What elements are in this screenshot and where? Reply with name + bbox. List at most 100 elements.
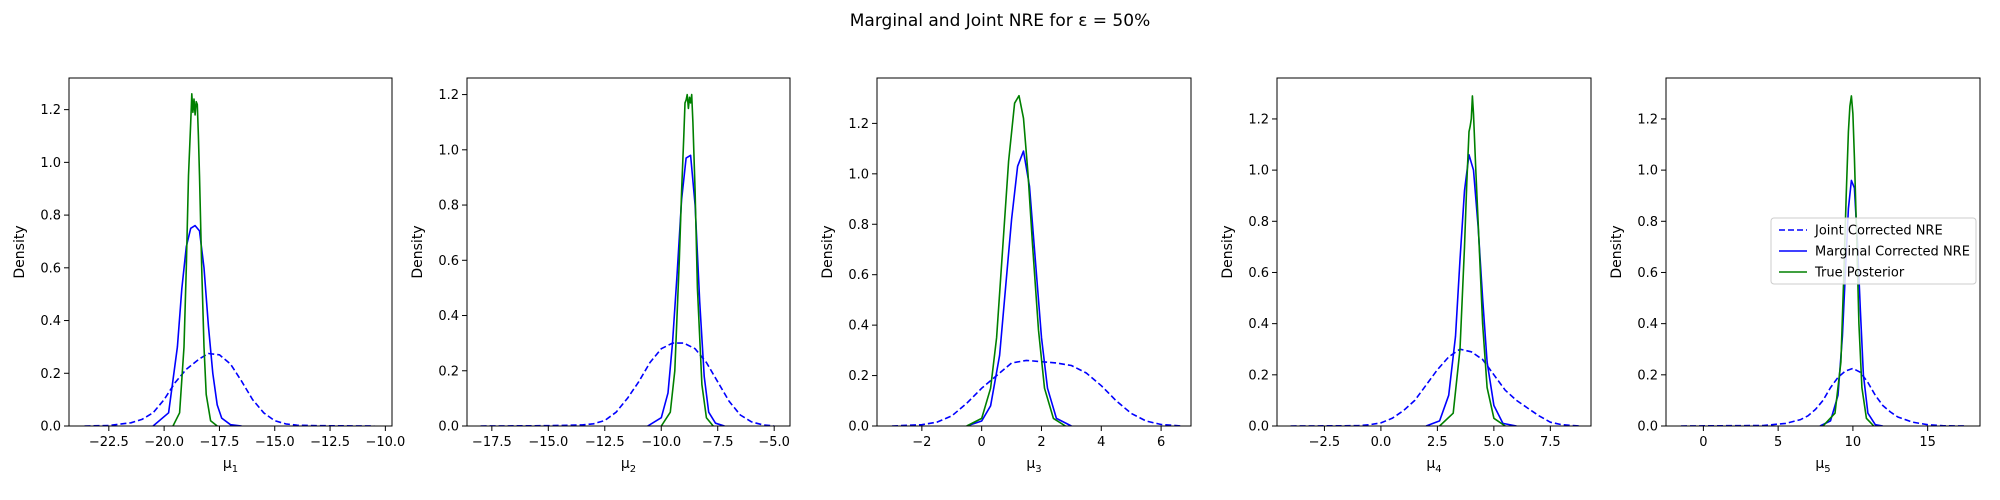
x-tick-label: −15.0 bbox=[255, 435, 295, 450]
y-tick-label: 0.6 bbox=[438, 254, 459, 269]
y-tick-label: 0.2 bbox=[1248, 368, 1269, 383]
x-tick-label: −17.5 bbox=[200, 435, 240, 450]
y-tick-label: 1.2 bbox=[438, 88, 459, 103]
y-tick-label: 0.6 bbox=[848, 268, 869, 283]
y-tick-label: 0.4 bbox=[40, 314, 61, 329]
x-tick-label: −17.5 bbox=[472, 435, 512, 450]
y-tick-label: 0.8 bbox=[1637, 215, 1658, 230]
y-tick-label: 0.0 bbox=[40, 420, 61, 435]
series-true-posterior bbox=[966, 94, 1066, 426]
y-tick-label: 0.4 bbox=[1248, 317, 1269, 332]
x-tick-label: −7.5 bbox=[702, 435, 734, 450]
x-tick-label: −12.5 bbox=[310, 435, 350, 450]
y-axis-label: Density bbox=[1220, 225, 1236, 278]
y-tick-label: 0.6 bbox=[1248, 266, 1269, 281]
x-tick-label: 5 bbox=[1774, 435, 1782, 450]
x-tick-label: 2.5 bbox=[1427, 435, 1448, 450]
legend: Joint Corrected NRE Marginal Corrected NR… bbox=[1770, 217, 1977, 285]
subplot-5: 0 5 10 15 0.0 0.2 0.4 0.6 0.8 1.0 1.2 μ5 Density Join… bbox=[1609, 77, 1981, 475]
legend-label: Joint Corrected NRE bbox=[1814, 224, 1943, 239]
y-tick-label: 1.0 bbox=[1248, 164, 1269, 179]
y-tick-label: 0.8 bbox=[1248, 215, 1269, 230]
x-tick-label: −12.5 bbox=[585, 435, 625, 450]
y-tick-label: 0.6 bbox=[1637, 266, 1658, 281]
axes-frame bbox=[1276, 77, 1592, 427]
series-true-posterior bbox=[660, 93, 714, 426]
y-tick-label: 0.6 bbox=[40, 261, 61, 276]
x-axis-label: μ3 bbox=[1026, 456, 1041, 475]
series-joint-corrected-nre bbox=[84, 352, 375, 426]
x-tick-label: −5.0 bbox=[758, 435, 790, 450]
x-axis-label: μ2 bbox=[621, 456, 636, 475]
y-tick-label: 0.0 bbox=[438, 420, 459, 435]
subplot-grid: −22.5 −20.0 −17.5 −15.0 −12.5 −10.00.00.20.40… bbox=[12, 77, 1981, 475]
y-tick-label: 0.8 bbox=[40, 209, 61, 224]
series-true-posterior bbox=[1822, 95, 1875, 426]
x-tick-label: −20.0 bbox=[144, 435, 184, 450]
axes-frame bbox=[876, 77, 1192, 427]
y-tick-label: 1.0 bbox=[1637, 164, 1658, 179]
y-tick-label: 0.0 bbox=[1248, 420, 1269, 435]
axes-frame bbox=[466, 77, 791, 427]
y-tick-label: 0.2 bbox=[848, 369, 869, 384]
subplot-1: −22.5 −20.0 −17.5 −15.0 −12.5 −10.0 0.0 0.2 0.4 0… bbox=[12, 77, 405, 475]
x-tick-label: −10.0 bbox=[365, 435, 405, 450]
legend-label: True Posterior bbox=[1814, 266, 1905, 281]
y-axis-label: Density bbox=[820, 225, 836, 278]
x-tick-label: 0 bbox=[1699, 435, 1707, 450]
y-tick-label: 0.0 bbox=[1637, 420, 1658, 435]
series-marginal-corrected-nre bbox=[966, 150, 1072, 426]
y-tick-label: 0.4 bbox=[1637, 317, 1658, 332]
series-true-posterior bbox=[172, 93, 218, 426]
x-tick-label: 7.5 bbox=[1540, 435, 1561, 450]
series-joint-corrected-nre bbox=[1680, 367, 1966, 426]
x-tick-label: 6 bbox=[1157, 435, 1165, 450]
x-tick-label: −22.5 bbox=[89, 435, 129, 450]
x-tick-label: 10 bbox=[1845, 435, 1862, 450]
legend-label: Marginal Corrected NRE bbox=[1815, 245, 1970, 260]
y-tick-label: 0.2 bbox=[1637, 368, 1658, 383]
y-tick-label: 0.2 bbox=[40, 367, 61, 382]
y-tick-label: 0.4 bbox=[848, 319, 869, 334]
x-tick-label: 0 bbox=[978, 435, 986, 450]
y-tick-label: 1.2 bbox=[40, 103, 61, 118]
y-axis-label: Density bbox=[410, 225, 426, 278]
x-axis-label: μ1 bbox=[223, 456, 238, 475]
axes-frame bbox=[68, 77, 393, 427]
series-true-posterior bbox=[1439, 95, 1506, 426]
x-tick-label: −2 bbox=[912, 435, 931, 450]
y-tick-label: 1.0 bbox=[848, 167, 869, 182]
axes-frame bbox=[1665, 77, 1981, 427]
y-tick-label: 1.2 bbox=[1248, 112, 1269, 127]
y-tick-label: 1.0 bbox=[40, 156, 61, 171]
x-tick-label: −2.5 bbox=[1309, 435, 1341, 450]
x-axis-label: μ4 bbox=[1426, 456, 1441, 475]
y-tick-label: 0.0 bbox=[848, 420, 869, 435]
subplot-2: −17.5 −15.0 −12.5 −10.0 −7.5 −5.0 0.0 0.2 0.4 0.6… bbox=[410, 77, 791, 475]
x-tick-label: 15 bbox=[1919, 435, 1936, 450]
y-tick-label: 0.8 bbox=[438, 199, 459, 214]
figure-title: Marginal and Joint NRE for ε = 50% bbox=[850, 11, 1150, 31]
y-tick-label: 1.2 bbox=[848, 117, 869, 132]
x-axis-label: μ5 bbox=[1815, 456, 1830, 475]
series-marginal-corrected-nre bbox=[152, 224, 242, 426]
series-marginal-corrected-nre bbox=[647, 154, 725, 426]
x-tick-label: −10.0 bbox=[641, 435, 681, 450]
x-tick-label: 0.0 bbox=[1371, 435, 1392, 450]
y-tick-label: 0.4 bbox=[438, 309, 459, 324]
y-tick-label: 0.8 bbox=[848, 218, 869, 233]
subplot-3: −2 0 2 4 6 0.0 0.2 0.4 0.6 0.8 1.0 1.2 μ3 Density bbox=[820, 77, 1192, 475]
subplot-4: −2.5 0.0 2.5 5.0 7.5 0.0 0.2 0.4 0.6 0.8 1.0 1.2 μ4 D… bbox=[1220, 77, 1592, 475]
x-tick-label: 5.0 bbox=[1484, 435, 1505, 450]
y-tick-label: 1.0 bbox=[438, 143, 459, 158]
x-tick-label: 2 bbox=[1037, 435, 1045, 450]
y-axis-label: Density bbox=[1609, 225, 1625, 278]
y-tick-label: 1.2 bbox=[1637, 112, 1658, 127]
y-tick-label: 0.2 bbox=[438, 364, 459, 379]
legend-box bbox=[1770, 217, 1977, 285]
series-marginal-corrected-nre bbox=[1425, 154, 1517, 426]
x-tick-label: 4 bbox=[1097, 435, 1105, 450]
y-axis-label: Density bbox=[12, 225, 28, 278]
